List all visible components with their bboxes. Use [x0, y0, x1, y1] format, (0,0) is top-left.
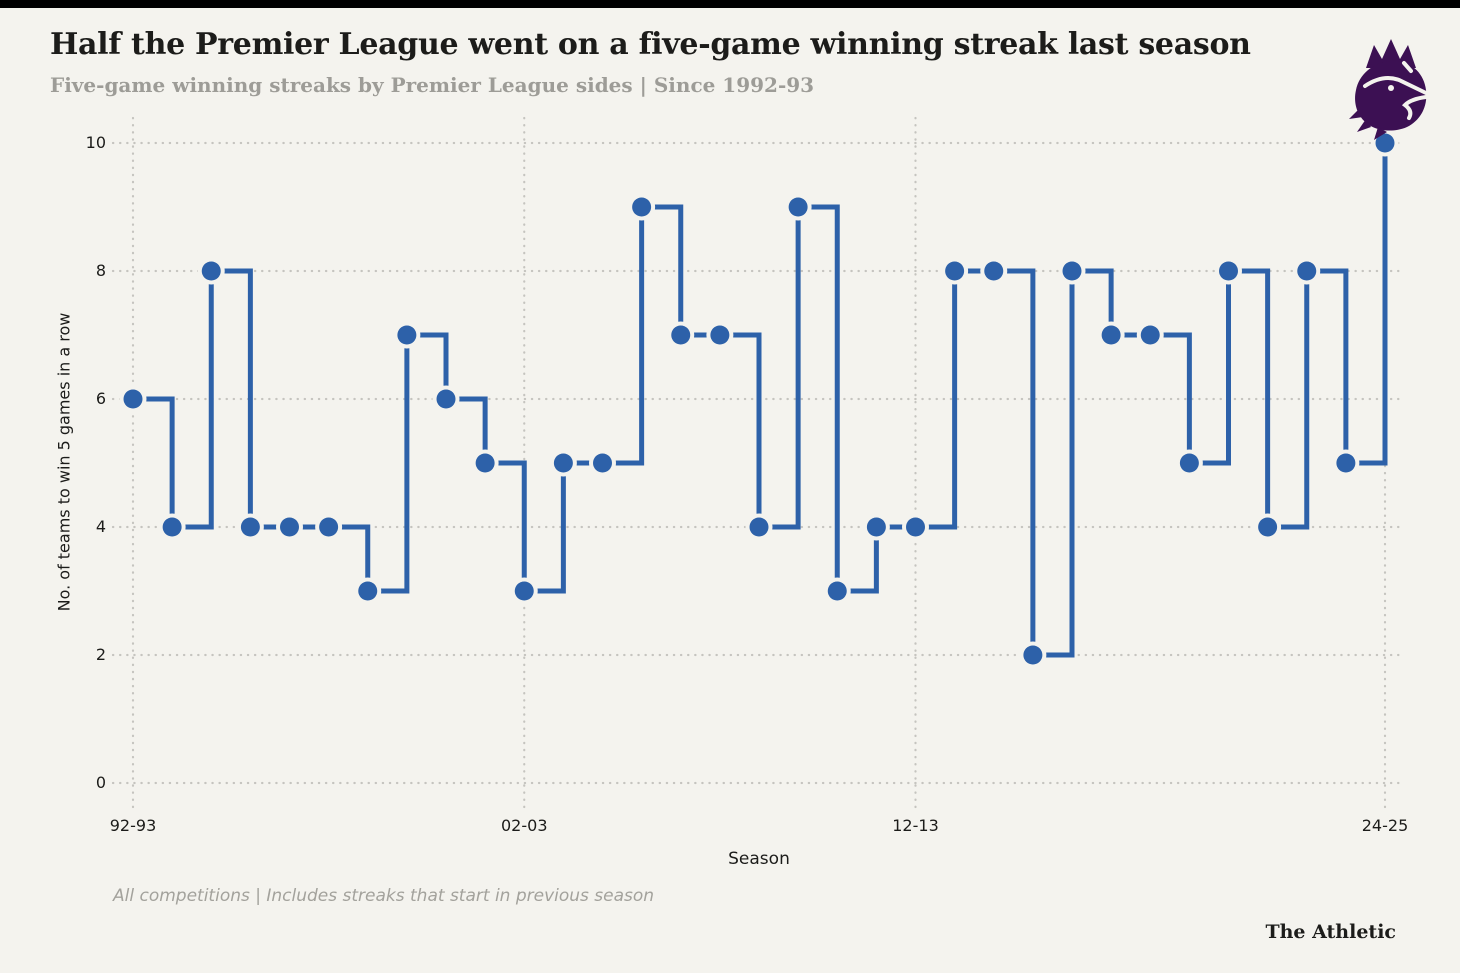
- streaks-series: [119, 129, 1399, 669]
- lion-ear-line: [1402, 61, 1413, 73]
- data-point-95-96: [240, 517, 260, 537]
- data-point-14-15: [984, 261, 1004, 281]
- data-point-21-22: [1258, 517, 1278, 537]
- data-point-99-00: [397, 325, 417, 345]
- data-point-09-10: [788, 197, 808, 217]
- footnote: All competitions | Includes streaks that…: [113, 886, 655, 906]
- y-tick-4: 4: [95, 517, 106, 536]
- data-point-08-09: [749, 517, 769, 537]
- data-point-97-98: [319, 517, 339, 537]
- data-point-16-17: [1062, 261, 1082, 281]
- lion-eye: [1388, 85, 1394, 91]
- data-point-13-14: [945, 261, 965, 281]
- streaks-step-line: [133, 143, 1388, 658]
- x-axis-title: Season: [728, 849, 790, 869]
- data-point-04-05: [593, 453, 612, 473]
- data-point-23-24: [1336, 453, 1356, 473]
- y-tick-2: 2: [95, 645, 106, 664]
- mane-tuft-icon: [1374, 127, 1387, 140]
- y-tick-0: 0: [95, 773, 106, 792]
- data-point-18-19: [1140, 325, 1160, 345]
- crown-icon: [1366, 39, 1416, 68]
- data-point-07-08: [710, 325, 730, 345]
- data-point-12-13: [906, 517, 925, 537]
- data-point-22-23: [1297, 261, 1317, 281]
- data-point-03-04: [553, 453, 573, 473]
- lion-muzzle-line: [1401, 95, 1428, 120]
- y-tick-6: 6: [95, 389, 106, 408]
- data-point-00-01: [436, 389, 456, 409]
- data-point-96-97: [280, 517, 299, 537]
- top-bar: [0, 0, 1460, 8]
- data-point-06-07: [671, 325, 691, 345]
- data-point-20-21: [1219, 261, 1238, 281]
- data-point-05-06: [632, 197, 652, 217]
- the-athletic-wordmark: The Athletic: [1265, 921, 1396, 943]
- chart-subtitle: Five-game winning streaks by Premier Lea…: [50, 73, 815, 97]
- data-point-02-03: [514, 581, 534, 601]
- y-tick-10: 10: [85, 133, 106, 152]
- premier-league-logo: [1349, 39, 1428, 140]
- data-point-15-16: [1023, 645, 1043, 665]
- chart-title: Half the Premier League went on a five-g…: [50, 27, 1251, 62]
- data-point-01-02: [475, 453, 495, 473]
- data-point-92-93: [123, 389, 143, 409]
- data-point-10-11: [827, 581, 847, 601]
- mane-tuft-icon: [1357, 119, 1371, 132]
- y-axis-ticks: 0 2 4 6 8 10: [44, 0, 106, 973]
- data-point-24-25: [1375, 133, 1395, 153]
- y-tick-8: 8: [95, 261, 106, 280]
- lion-brow-line: [1363, 76, 1428, 95]
- data-point-93-94: [162, 517, 182, 537]
- data-point-17-18: [1101, 325, 1121, 345]
- data-point-94-95: [201, 261, 221, 281]
- mane-tuft-icon: [1349, 106, 1363, 119]
- data-point-98-99: [358, 581, 378, 601]
- data-point-11-12: [866, 517, 886, 537]
- data-point-19-20: [1179, 453, 1199, 473]
